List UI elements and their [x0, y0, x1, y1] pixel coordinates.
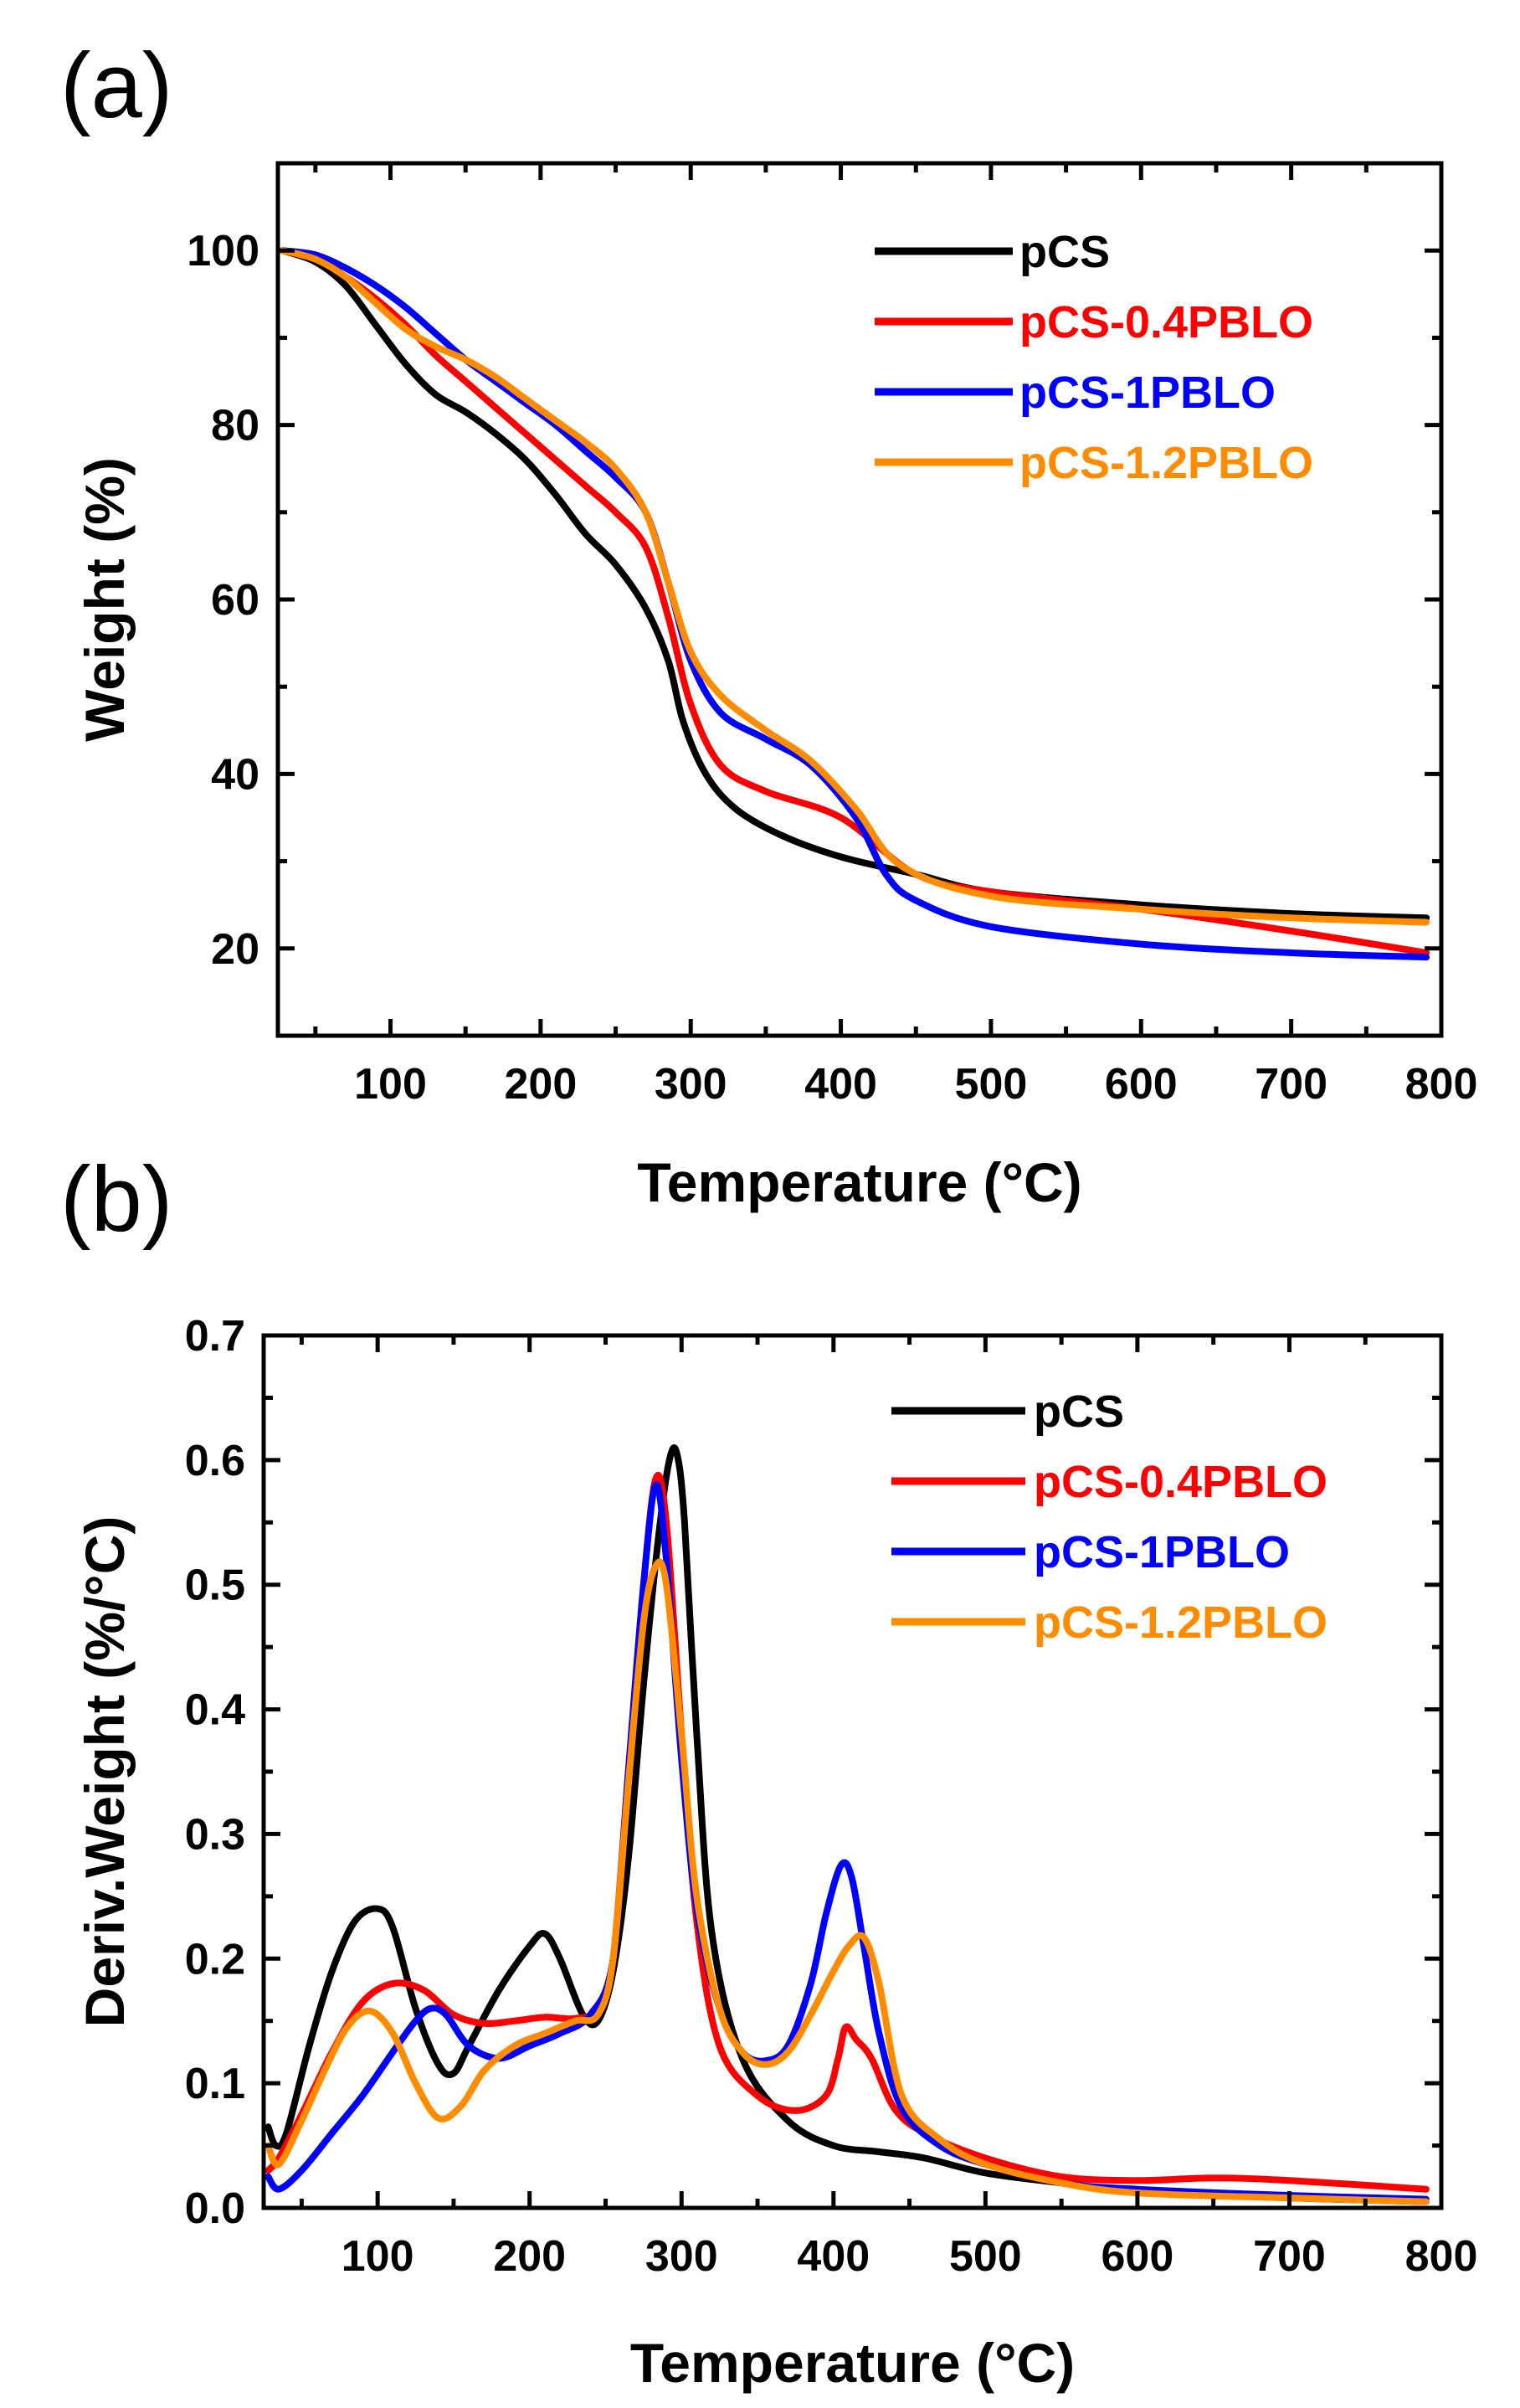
x-tick-label: 700	[1255, 1060, 1327, 1109]
x-tick-label: 800	[1405, 1060, 1478, 1109]
x-tick-label: 500	[955, 1060, 1028, 1109]
series-line-pcs-1-2pblo	[264, 1558, 1430, 2205]
y-axis-title: Weight (%)	[74, 457, 136, 742]
y-tick-label: 0.0	[185, 2184, 245, 2233]
panel-label: (b)	[60, 1148, 172, 1251]
y-tick-label: 60	[211, 576, 259, 625]
legend-label-pcs-0-4pblo: pCS-0.4PBLO	[1019, 297, 1313, 347]
legend-label-pcs-1pblo: pCS-1PBLO	[1019, 368, 1276, 418]
legend: pCS pCS-0.4PBLO pCS-1PBLO pCS-1.2PBLO	[891, 1387, 1327, 1648]
x-tick-label: 600	[1105, 1060, 1178, 1109]
legend-label-pcs-1-2pblo: pCS-1.2PBLO	[1034, 1598, 1327, 1648]
y-tick-label: 0.1	[185, 2060, 245, 2108]
x-tick-label: 400	[797, 2232, 870, 2281]
x-tick-label: 300	[655, 1060, 727, 1109]
y-tick-label: 0.2	[185, 1935, 245, 1984]
series-group	[264, 1444, 1430, 2205]
y-tick-label: 80	[211, 402, 259, 450]
legend: pCS pCS-0.4PBLO pCS-1PBLO pCS-1.2PBLO	[875, 227, 1313, 488]
panel-label: (a)	[60, 34, 172, 137]
x-tick-label: 400	[804, 1060, 877, 1109]
y-tick-label: 0.4	[185, 1686, 245, 1735]
legend-label-pcs-1pblo: pCS-1PBLO	[1034, 1527, 1290, 1577]
x-tick-label: 100	[341, 2232, 414, 2281]
y-tick-label: 0.7	[185, 1312, 245, 1361]
x-tick-label: 800	[1405, 2232, 1478, 2281]
x-axis-title: Temperature (°C)	[637, 1151, 1081, 1213]
legend-label-pcs-0-4pblo: pCS-0.4PBLO	[1034, 1457, 1327, 1507]
y-tick-label: 0.6	[185, 1437, 245, 1485]
x-tick-label: 200	[504, 1060, 577, 1109]
y-tick-label: 100	[187, 227, 259, 275]
y-tick-label: 0.3	[185, 1810, 245, 1859]
y-tick-label: 20	[211, 925, 259, 974]
x-axis-title: Temperature (°C)	[630, 2332, 1075, 2394]
y-axis-title: Deriv.Weight (%/°C)	[74, 1516, 136, 2028]
panel-a: (a) 100 200 300 400 500 600 700 800 20 40 60 80 100 Te…	[60, 34, 1477, 1213]
series-line-pcs	[264, 1444, 1430, 2205]
x-tick-label: 600	[1101, 2232, 1174, 2281]
x-tick-label: 300	[645, 2232, 718, 2281]
legend-label-pcs-1-2pblo: pCS-1.2PBLO	[1019, 438, 1313, 488]
legend-label-pcs: pCS	[1019, 227, 1110, 277]
y-tick-label: 40	[211, 750, 259, 799]
legend-label-pcs: pCS	[1034, 1387, 1124, 1437]
series-line-pcs-1-2pblo	[279, 247, 1430, 926]
x-tick-label: 500	[949, 2232, 1022, 2281]
x-tick-label: 200	[493, 2232, 566, 2281]
panel-b: (b) 100 200 300 400 500 600 700 800 0.0 0.1 0.2 0.3 0…	[60, 1148, 1477, 2394]
x-tick-label: 100	[354, 1060, 427, 1109]
series-group	[279, 247, 1430, 961]
x-tick-label: 700	[1253, 2232, 1326, 2281]
y-tick-label: 0.5	[185, 1562, 245, 1610]
